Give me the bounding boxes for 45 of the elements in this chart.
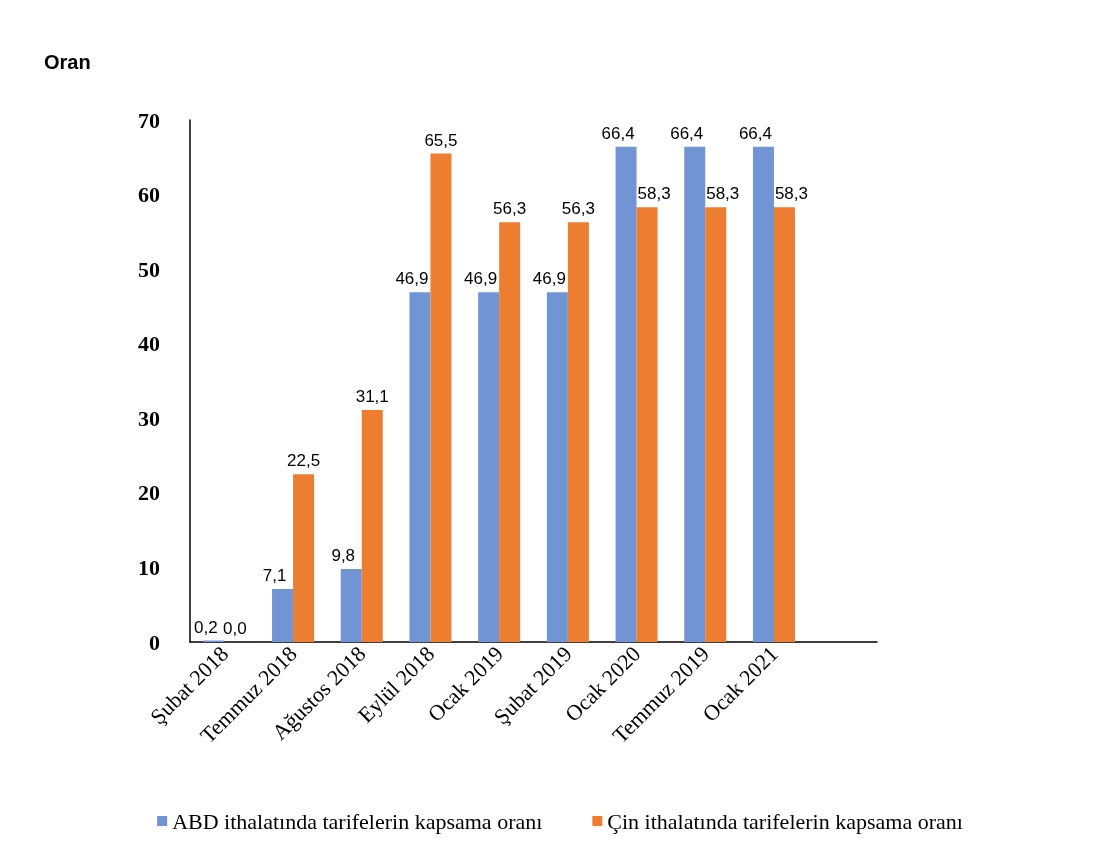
data-label: 46,9 <box>395 269 429 289</box>
bar <box>430 153 452 642</box>
bar <box>361 410 383 642</box>
bar <box>636 207 658 642</box>
bar <box>752 146 774 642</box>
bar <box>499 222 521 642</box>
y-tick-label: 60 <box>138 182 160 208</box>
data-label: 22,5 <box>287 451 321 471</box>
bar <box>773 207 795 642</box>
bar <box>546 292 568 642</box>
y-tick-label: 0 <box>149 629 160 655</box>
y-axis-title: Oran <box>44 51 91 73</box>
data-label: 66,4 <box>738 123 772 143</box>
legend-label: Çin ithalatında tarifelerin kapsama oranı <box>607 808 963 834</box>
data-label: 31,1 <box>355 387 389 407</box>
data-label: 0,2 <box>194 617 218 637</box>
data-label: 65,5 <box>424 130 458 150</box>
data-label: 7,1 <box>262 566 287 586</box>
y-tick-label: 70 <box>138 107 160 133</box>
bar <box>293 474 315 642</box>
data-label: 46,9 <box>532 269 566 289</box>
y-tick-label: 30 <box>138 405 160 431</box>
data-label: 66,4 <box>601 123 635 143</box>
y-tick-label: 20 <box>138 480 160 506</box>
data-label: 0,0 <box>223 619 247 638</box>
y-tick-label: 10 <box>138 554 160 580</box>
data-label: 66,4 <box>670 123 704 143</box>
bar <box>684 146 706 642</box>
legend-label: ABD ithalatında tarifelerin kapsama oranı <box>172 808 543 834</box>
bar <box>272 589 294 642</box>
bar <box>705 207 727 642</box>
bar <box>567 222 589 642</box>
data-label: 56,3 <box>561 199 595 219</box>
data-label: 58,3 <box>774 184 808 204</box>
data-label: 58,3 <box>706 184 740 204</box>
bar <box>615 146 637 642</box>
data-label: 56,3 <box>493 199 527 219</box>
bar <box>409 292 431 642</box>
data-label: 9,8 <box>331 545 356 565</box>
data-label: 46,9 <box>464 269 498 289</box>
y-tick-label: 40 <box>138 331 160 357</box>
data-label: 58,3 <box>637 184 671 204</box>
bar <box>478 292 500 642</box>
y-tick-label: 50 <box>138 256 160 282</box>
bar <box>340 568 362 642</box>
